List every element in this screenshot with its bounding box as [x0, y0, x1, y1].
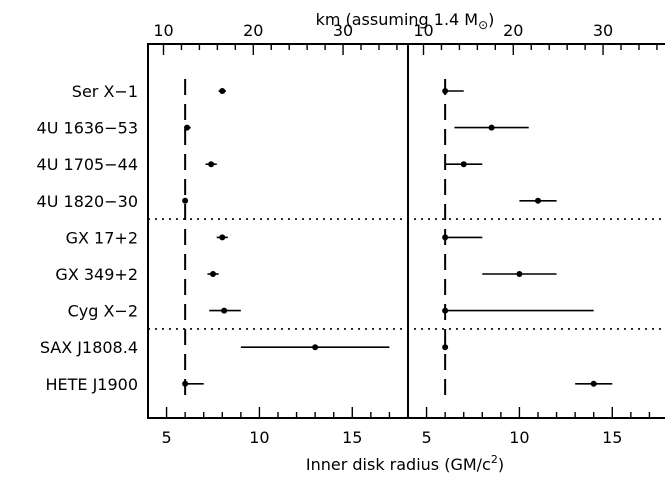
data-point	[535, 197, 541, 204]
top-tick-label: 30	[333, 21, 353, 40]
data-point	[221, 307, 228, 314]
data-point	[442, 234, 449, 241]
data-point	[590, 380, 597, 387]
panel-frame-1	[147, 43, 409, 419]
bottom-tick-label: 5	[421, 428, 431, 447]
top-tick-label: 10	[153, 21, 173, 40]
data-point	[442, 88, 449, 94]
axis-ticks	[162, 44, 658, 418]
data-point	[182, 197, 189, 204]
data-point	[210, 271, 216, 277]
source-label: GX 17+2	[66, 228, 138, 247]
panel-frames	[147, 43, 665, 419]
data-point	[219, 234, 226, 241]
data-point	[184, 124, 190, 131]
source-labels: Ser X−1 4U 1636−53 4U 1705−44 4U 1820−30 GX …	[37, 82, 138, 394]
x-axis-label-top: km (assuming 1.4 M⊙)	[316, 10, 495, 32]
top-tick-label: 20	[503, 21, 523, 40]
source-label: GX 349+2	[55, 265, 138, 284]
data-points	[182, 88, 613, 387]
data-point	[488, 124, 495, 131]
top-tick-label: 10	[413, 21, 433, 40]
x-axis-label-bottom: Inner disk radius (GM/c2)	[306, 453, 504, 474]
data-point	[208, 161, 215, 168]
source-label: 4U 1705−44	[37, 155, 138, 174]
tick-labels: 5 10 15 10 20 30 5 10 15 10 20 30	[153, 21, 622, 447]
data-point	[442, 307, 449, 314]
data-point	[312, 344, 319, 351]
source-label: Cyg X−2	[68, 302, 138, 321]
panel-frame-2	[407, 43, 665, 419]
bottom-tick-label: 15	[602, 428, 622, 447]
top-tick-label: 30	[593, 21, 613, 40]
bottom-tick-label: 5	[161, 428, 171, 447]
data-point	[182, 380, 189, 387]
bottom-tick-label: 10	[249, 428, 269, 447]
data-point	[516, 271, 523, 277]
source-label: HETE J1900	[45, 375, 138, 394]
bottom-tick-label: 15	[342, 428, 362, 447]
data-point	[460, 161, 467, 168]
data-point	[219, 88, 226, 94]
data-point	[442, 344, 449, 351]
source-label: SAX J1808.4	[40, 338, 138, 357]
source-label: Ser X−1	[72, 82, 138, 101]
top-tick-label: 20	[243, 21, 263, 40]
bottom-tick-label: 10	[509, 428, 529, 447]
source-label: 4U 1636−53	[37, 119, 138, 138]
source-label: 4U 1820−30	[37, 192, 138, 211]
